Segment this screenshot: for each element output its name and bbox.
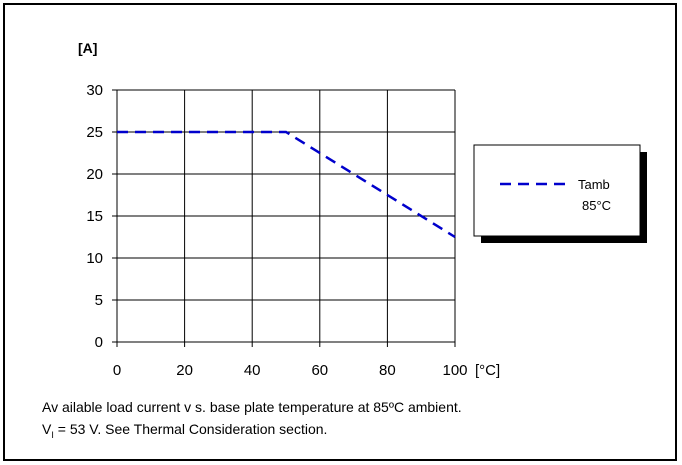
caption-rest: = 53 V. See Thermal Consideration sectio…: [53, 421, 328, 437]
x-axis-label: [°C]: [475, 362, 500, 379]
caption-variable: V: [42, 421, 52, 437]
legend-label: Tamb: [578, 177, 610, 192]
x-tick-label: 60: [311, 362, 328, 379]
x-tick-label: 20: [176, 362, 193, 379]
y-axis-label: [A]: [78, 40, 97, 56]
y-tick-label: 0: [95, 334, 103, 351]
x-tick-label: 0: [113, 362, 121, 379]
y-tick-label: 5: [95, 292, 103, 309]
legend-box: [473, 144, 641, 237]
y-tick-label: 20: [86, 166, 103, 183]
x-tick-label: 40: [244, 362, 261, 379]
series-layer: [117, 130, 456, 239]
caption-line-1: Av ailable load current v s. base plate …: [42, 399, 462, 415]
x-tick-label: 100: [442, 362, 467, 379]
axes: 0 5 10 15 20 25 30 0 20 40 60 80 100: [86, 82, 467, 379]
x-tick-label: 80: [379, 362, 396, 379]
caption-line-2: VI = 53 V. See Thermal Consideration sec…: [42, 421, 327, 440]
series-line: [117, 130, 456, 239]
caption-subscript: I: [51, 429, 54, 440]
y-tick-label: 15: [86, 208, 103, 225]
y-tick-label: 10: [86, 250, 103, 267]
grid-lines: [117, 89, 456, 342]
legend-label-line2: 85°C: [582, 198, 611, 213]
y-tick-label: 25: [86, 124, 103, 141]
y-tick-label: 30: [86, 82, 103, 99]
legend: Tamb 85°C: [473, 144, 647, 243]
